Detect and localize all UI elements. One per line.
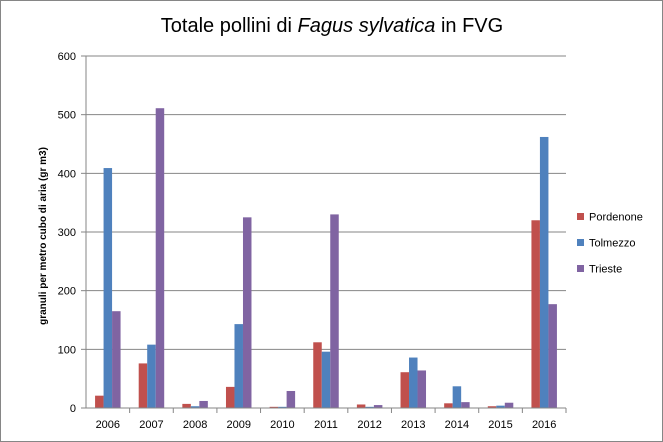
legend-swatch xyxy=(577,213,584,220)
bar-tolmezzo-2007 xyxy=(147,344,156,408)
legend-swatch xyxy=(577,265,584,272)
bar-pordenone-2011 xyxy=(313,342,322,408)
bar-pordenone-2010 xyxy=(269,406,279,408)
bar-trieste-2007 xyxy=(155,108,165,409)
y-tick-label: 100 xyxy=(58,344,76,356)
y-tick-label: 200 xyxy=(58,286,76,298)
axes xyxy=(85,56,566,409)
bar-trieste-2014 xyxy=(461,402,470,408)
chart-title-italic: Fagus sylvatica xyxy=(298,15,436,37)
bar-tolmezzo-2016 xyxy=(539,136,549,408)
gridlines xyxy=(86,55,566,350)
bar-pordenone-2012 xyxy=(356,404,366,408)
bar-tolmezzo-2010 xyxy=(278,406,287,408)
chart-title-prefix: Totale pollini di xyxy=(161,15,298,37)
legend-label: Trieste xyxy=(589,264,622,276)
bar-pordenone-2014 xyxy=(444,403,453,408)
y-axis-label: granuli per metro cubo di aria (gr m3) xyxy=(38,147,49,325)
x-tick-label: 2008 xyxy=(183,419,207,431)
chart-title: Totale pollini di Fagus sylvatica in FVG xyxy=(161,15,503,37)
bar-trieste-2013 xyxy=(417,370,427,408)
bar-pordenone-2016 xyxy=(531,220,540,408)
bar-pordenone-2015 xyxy=(487,406,497,408)
y-axis-ticks: 0 100 200 300 400 500 600 xyxy=(58,51,86,415)
bar-trieste-2006 xyxy=(112,311,121,408)
bar-trieste-2016 xyxy=(548,304,557,408)
bar-trieste-2008 xyxy=(199,400,208,408)
legend: Pordenone Tolmezzo Trieste xyxy=(577,212,643,276)
x-tick-label: 2015 xyxy=(488,419,512,431)
bar-tolmezzo-2009 xyxy=(234,324,243,408)
bar-tolmezzo-2013 xyxy=(409,357,418,408)
x-tick-label: 2010 xyxy=(270,419,294,431)
bar-pordenone-2013 xyxy=(400,372,410,408)
bar-trieste-2010 xyxy=(286,390,296,408)
x-tick-label: 2007 xyxy=(139,419,163,431)
bar-pordenone-2006 xyxy=(95,395,104,408)
y-tick-label: 600 xyxy=(58,51,76,63)
x-tick-label: 2016 xyxy=(532,419,556,431)
bars xyxy=(95,108,557,409)
x-tick-label: 2006 xyxy=(96,419,120,431)
bar-trieste-2011 xyxy=(330,214,339,408)
bar-pordenone-2007 xyxy=(138,363,148,408)
chart-title-suffix: in FVG xyxy=(435,15,503,37)
y-tick-label: 400 xyxy=(58,168,76,180)
bar-trieste-2015 xyxy=(504,402,514,408)
bar-tolmezzo-2011 xyxy=(321,351,331,408)
x-tick-label: 2009 xyxy=(226,419,250,431)
y-tick-label: 300 xyxy=(58,227,76,239)
legend-label: Tolmezzo xyxy=(589,238,635,250)
y-tick-label: 0 xyxy=(70,403,76,415)
bar-tolmezzo-2014 xyxy=(452,386,462,408)
bar-tolmezzo-2008 xyxy=(190,406,200,408)
x-tick-label: 2011 xyxy=(314,419,338,431)
bar-trieste-2012 xyxy=(373,405,383,408)
x-tick-label: 2014 xyxy=(445,419,469,431)
bar-tolmezzo-2012 xyxy=(365,406,374,408)
y-tick-label: 500 xyxy=(58,110,76,122)
bar-tolmezzo-2006 xyxy=(103,168,113,408)
legend-swatch xyxy=(577,239,584,246)
bar-trieste-2009 xyxy=(242,217,252,408)
bar-pordenone-2009 xyxy=(225,386,235,408)
x-tick-label: 2012 xyxy=(357,419,381,431)
legend-label: Pordenone xyxy=(589,212,643,224)
x-axis-ticks: 2006 2007 2008 2009 2010 2011 2012 2013 2014 2015… xyxy=(96,408,567,431)
x-tick-label: 2013 xyxy=(401,419,425,431)
bar-pordenone-2008 xyxy=(182,403,191,408)
bar-tolmezzo-2015 xyxy=(496,405,505,408)
